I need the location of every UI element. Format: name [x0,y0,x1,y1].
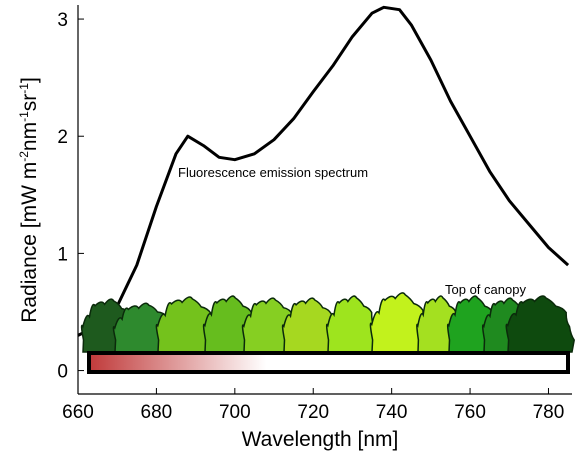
x-tick-label: 680 [141,402,173,423]
annotation: Fluorescence emission spectrum [178,165,368,180]
y-title-part: nm [18,122,41,151]
x-tick-label: 660 [62,402,94,423]
y-tick-label: 1 [57,244,68,265]
x-axis-title: Wavelength [nm] [242,428,399,451]
y-tick-label: 3 [57,10,68,31]
annotation: Top of canopy [445,282,526,297]
canopy [80,292,575,353]
wavelength-bar [87,351,570,374]
tree [505,295,575,353]
y-tick-label: 2 [57,127,68,148]
y-title-part: -2 [17,151,31,162]
y-tick-label: 0 [57,362,68,383]
y-title-part: ] [18,77,41,83]
spectrum-line [77,5,570,337]
x-tick-label: 720 [297,402,329,423]
y-title-part: Radiance [mW m [18,162,41,323]
y-title-part: -1 [17,83,31,94]
y-title-part: sr [18,94,41,112]
x-tick-label: 700 [219,402,251,423]
y-axis-title: Radiance [mW m-2nm-1sr-1] [17,77,41,323]
x-tick-label: 740 [376,402,408,423]
x-tick-label: 760 [454,402,486,423]
y-title-part: -1 [17,111,31,122]
x-tick-label: 780 [533,402,565,423]
